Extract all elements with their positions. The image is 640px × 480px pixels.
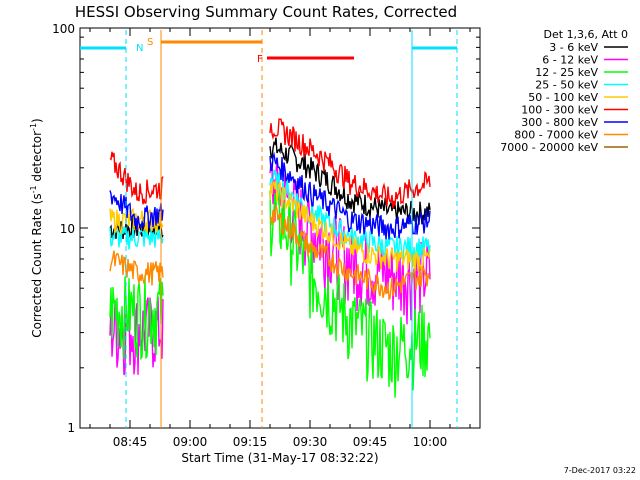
series-line — [269, 205, 431, 301]
legend-label: 50 - 100 keV — [528, 91, 598, 104]
marker-n-label: N — [136, 43, 143, 54]
legend-label: 25 - 50 keV — [535, 79, 598, 92]
series-line — [269, 180, 431, 272]
series-line — [269, 118, 431, 209]
series-line — [109, 226, 164, 250]
legend-label: 6 - 12 keV — [542, 54, 598, 67]
legend-label: 7000 - 20000 keV — [500, 141, 598, 154]
legend-title: Det 1,3,6, Att 0 — [544, 28, 628, 41]
y-axis-label: Corrected Count Rate (s-1 detector-1) — [29, 118, 44, 337]
x-tick-label: 09:15 — [233, 435, 268, 449]
y-tick-label: 10 — [60, 222, 75, 236]
series-line — [109, 275, 164, 361]
x-axis-label: Start Time (31-May-17 08:32:22) — [181, 451, 378, 465]
timestamp: 7-Dec-2017 03:22 — [564, 466, 636, 475]
y-tick-label: 100 — [52, 22, 75, 36]
x-tick-label: 09:00 — [173, 435, 208, 449]
series-line — [269, 184, 431, 398]
series-line — [109, 151, 164, 205]
marker-s-label: S — [147, 37, 153, 48]
legend-label: 300 - 800 keV — [521, 116, 598, 129]
y-tick-label: 1 — [67, 421, 75, 435]
series-line — [269, 151, 431, 240]
x-tick-label: 08:45 — [113, 435, 148, 449]
x-tick-label: 10:00 — [413, 435, 448, 449]
x-tick-label: 09:30 — [293, 435, 328, 449]
legend-label: 100 - 300 keV — [521, 104, 598, 117]
x-tick-label: 09:45 — [353, 435, 388, 449]
series-line — [109, 250, 164, 286]
marker-f-label: F — [257, 54, 263, 65]
legend-label: 3 - 6 keV — [549, 41, 598, 54]
chart-title: HESSI Observing Summary Count Rates, Cor… — [75, 3, 457, 21]
legend-label: 800 - 7000 keV — [514, 129, 598, 142]
series-line — [269, 137, 431, 225]
legend-label: 12 - 25 keV — [535, 66, 598, 79]
series-line — [109, 190, 164, 231]
